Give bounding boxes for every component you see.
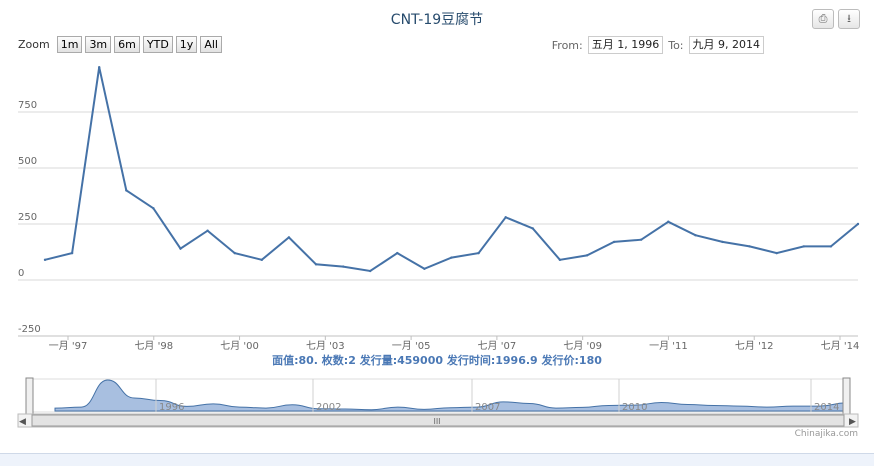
data-point	[829, 245, 833, 248]
data-point	[396, 251, 399, 255]
x-tick-label: 七月 '03	[306, 340, 345, 352]
navigator-year-labels: 1996 2002 2007 2010 2014	[155, 379, 839, 413]
scroll-right-icon[interactable]: ▶	[849, 417, 856, 427]
y-tick-label: -250	[18, 324, 41, 335]
y-tick-label: 0	[18, 268, 24, 279]
navigator-year-label: 2007	[475, 402, 500, 413]
navigator-year-label: 2014	[814, 402, 839, 413]
download-icon[interactable]: ⭳	[838, 9, 860, 29]
data-point	[612, 240, 616, 244]
print-icon[interactable]: ⎙	[812, 9, 834, 29]
data-point	[314, 263, 318, 266]
footer-bar	[0, 453, 874, 466]
data-point	[43, 258, 47, 262]
x-tick-label: 一月 '97	[49, 340, 88, 352]
data-point	[558, 258, 562, 262]
data-point	[477, 251, 480, 255]
series-line	[44, 66, 859, 273]
x-tick-label: 七月 '00	[220, 340, 259, 352]
credit-text: Chinajika.com	[795, 429, 858, 439]
zoom-selector: Zoom 1m 3m 6m YTD 1y All	[18, 36, 222, 53]
navigator-year-label: 1996	[159, 402, 184, 413]
data-point	[423, 267, 426, 270]
x-tick-label: 一月 '11	[649, 340, 688, 352]
data-point	[233, 251, 236, 255]
from-label: From:	[551, 38, 583, 52]
navigator-year-label: 2010	[622, 402, 647, 413]
data-point	[802, 245, 805, 248]
zoom-1y-button[interactable]: 1y	[175, 36, 198, 53]
export-buttons: ⎙ ⭳	[812, 9, 860, 29]
data-point	[450, 256, 453, 259]
zoom-3m-button[interactable]: 3m	[85, 36, 112, 53]
from-date-input[interactable]: 五月 1, 1996	[587, 36, 664, 54]
navigator-right-handle[interactable]	[842, 377, 851, 415]
data-point	[531, 227, 534, 230]
data-point	[287, 236, 291, 239]
y-axis-ticks: -250 0 250 500 750	[18, 100, 41, 335]
scroll-left-icon[interactable]: ◀	[19, 417, 26, 427]
x-tick-label: 七月 '14	[821, 340, 860, 352]
navigator-year-label: 2002	[316, 402, 341, 413]
info-line: 面值:80. 枚数:2 发行量:459000 发行时间:1996.9 发行价:1…	[272, 353, 602, 367]
zoom-label: Zoom	[18, 38, 50, 51]
data-point	[260, 258, 263, 262]
x-tick-label: 七月 '07	[478, 340, 517, 352]
y-tick-label: 750	[18, 100, 37, 111]
zoom-1m-button[interactable]: 1m	[56, 36, 83, 53]
date-range: From: 五月 1, 1996 To: 九月 9, 2014	[552, 36, 764, 54]
data-point	[70, 251, 74, 255]
scrollbar-thumb[interactable]	[31, 414, 845, 427]
data-point	[504, 216, 507, 219]
scroll-grip: III	[433, 417, 440, 426]
x-tick-label: 七月 '98	[134, 340, 173, 352]
to-label: To:	[668, 38, 684, 52]
series-points	[43, 66, 860, 273]
data-point	[748, 245, 751, 248]
navigator: 1996 2002 2007 2010 2014 ◀ ▶ III	[17, 377, 859, 428]
data-point	[775, 251, 778, 255]
data-point	[152, 207, 155, 210]
y-tick-label: 250	[18, 212, 37, 223]
x-tick-label: 七月 '12	[735, 340, 774, 352]
data-point	[640, 238, 643, 241]
chart-container: CNT-19豆腐节 ⎙ ⭳ Zoom 1m 3m 6m YTD 1y All F…	[17, 9, 860, 439]
zoom-6m-button[interactable]: 6m	[114, 36, 140, 53]
grid-lines	[18, 111, 858, 337]
data-point	[179, 247, 182, 250]
x-tick-label: 七月 '09	[563, 340, 602, 352]
to-date-input[interactable]: 九月 9, 2014	[688, 36, 764, 54]
x-tick-label: 一月 '05	[392, 340, 431, 352]
data-point	[721, 240, 724, 244]
data-point	[98, 66, 101, 69]
zoom-ytd-button[interactable]: YTD	[142, 36, 173, 53]
data-point	[341, 265, 345, 268]
data-point	[585, 254, 589, 257]
data-point	[206, 229, 209, 232]
data-point	[667, 220, 670, 223]
navigator-left-handle[interactable]	[25, 377, 34, 415]
data-point	[856, 222, 860, 226]
x-axis-ticks: 一月 '97 七月 '98 七月 '00 七月 '03 一月 '05 七月 '07 七月 '…	[49, 336, 860, 352]
chart-title: CNT-19豆腐节	[390, 12, 484, 28]
zoom-all-button[interactable]: All	[200, 36, 222, 53]
data-point	[125, 189, 128, 192]
y-tick-label: 500	[18, 156, 37, 167]
data-point	[694, 234, 697, 237]
navigator-area	[54, 379, 847, 412]
data-point	[369, 269, 372, 273]
